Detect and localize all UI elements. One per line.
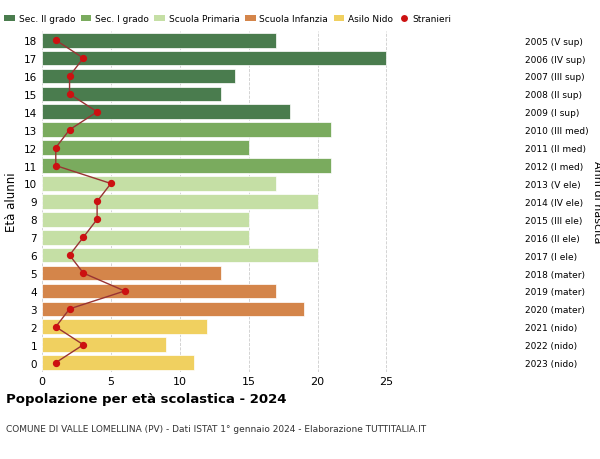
Y-axis label: Età alunni: Età alunni — [5, 172, 19, 232]
Point — [79, 55, 88, 62]
Point — [120, 288, 130, 295]
Text: COMUNE DI VALLE LOMELLINA (PV) - Dati ISTAT 1° gennaio 2024 - Elaborazione TUTTI: COMUNE DI VALLE LOMELLINA (PV) - Dati IS… — [6, 425, 426, 434]
Point — [65, 73, 74, 80]
Point — [51, 324, 61, 331]
Bar — [42, 34, 276, 48]
Point — [51, 162, 61, 170]
Bar — [42, 266, 221, 281]
Point — [92, 216, 102, 224]
Bar — [42, 356, 194, 370]
Bar — [42, 195, 317, 209]
Bar — [42, 105, 290, 120]
Bar — [42, 123, 331, 138]
Point — [65, 252, 74, 259]
Point — [65, 306, 74, 313]
Bar — [42, 141, 248, 156]
Point — [92, 198, 102, 206]
Bar — [42, 51, 386, 66]
Point — [51, 359, 61, 367]
Bar — [42, 248, 317, 263]
Point — [79, 341, 88, 349]
Bar — [42, 320, 208, 335]
Y-axis label: Anni di nascita: Anni di nascita — [592, 161, 600, 243]
Point — [79, 234, 88, 241]
Bar — [42, 338, 166, 353]
Text: Popolazione per età scolastica - 2024: Popolazione per età scolastica - 2024 — [6, 392, 287, 405]
Point — [65, 127, 74, 134]
Bar — [42, 284, 276, 299]
Bar — [42, 159, 331, 174]
Point — [65, 91, 74, 98]
Bar — [42, 177, 276, 191]
Point — [92, 109, 102, 116]
Bar — [42, 69, 235, 84]
Bar — [42, 87, 221, 102]
Point — [79, 270, 88, 277]
Point — [51, 145, 61, 152]
Point — [51, 37, 61, 45]
Bar — [42, 213, 248, 227]
Legend: Sec. II grado, Sec. I grado, Scuola Primaria, Scuola Infanzia, Asilo Nido, Stran: Sec. II grado, Sec. I grado, Scuola Prim… — [4, 15, 452, 24]
Bar — [42, 230, 248, 245]
Point — [106, 180, 116, 188]
Bar — [42, 302, 304, 317]
